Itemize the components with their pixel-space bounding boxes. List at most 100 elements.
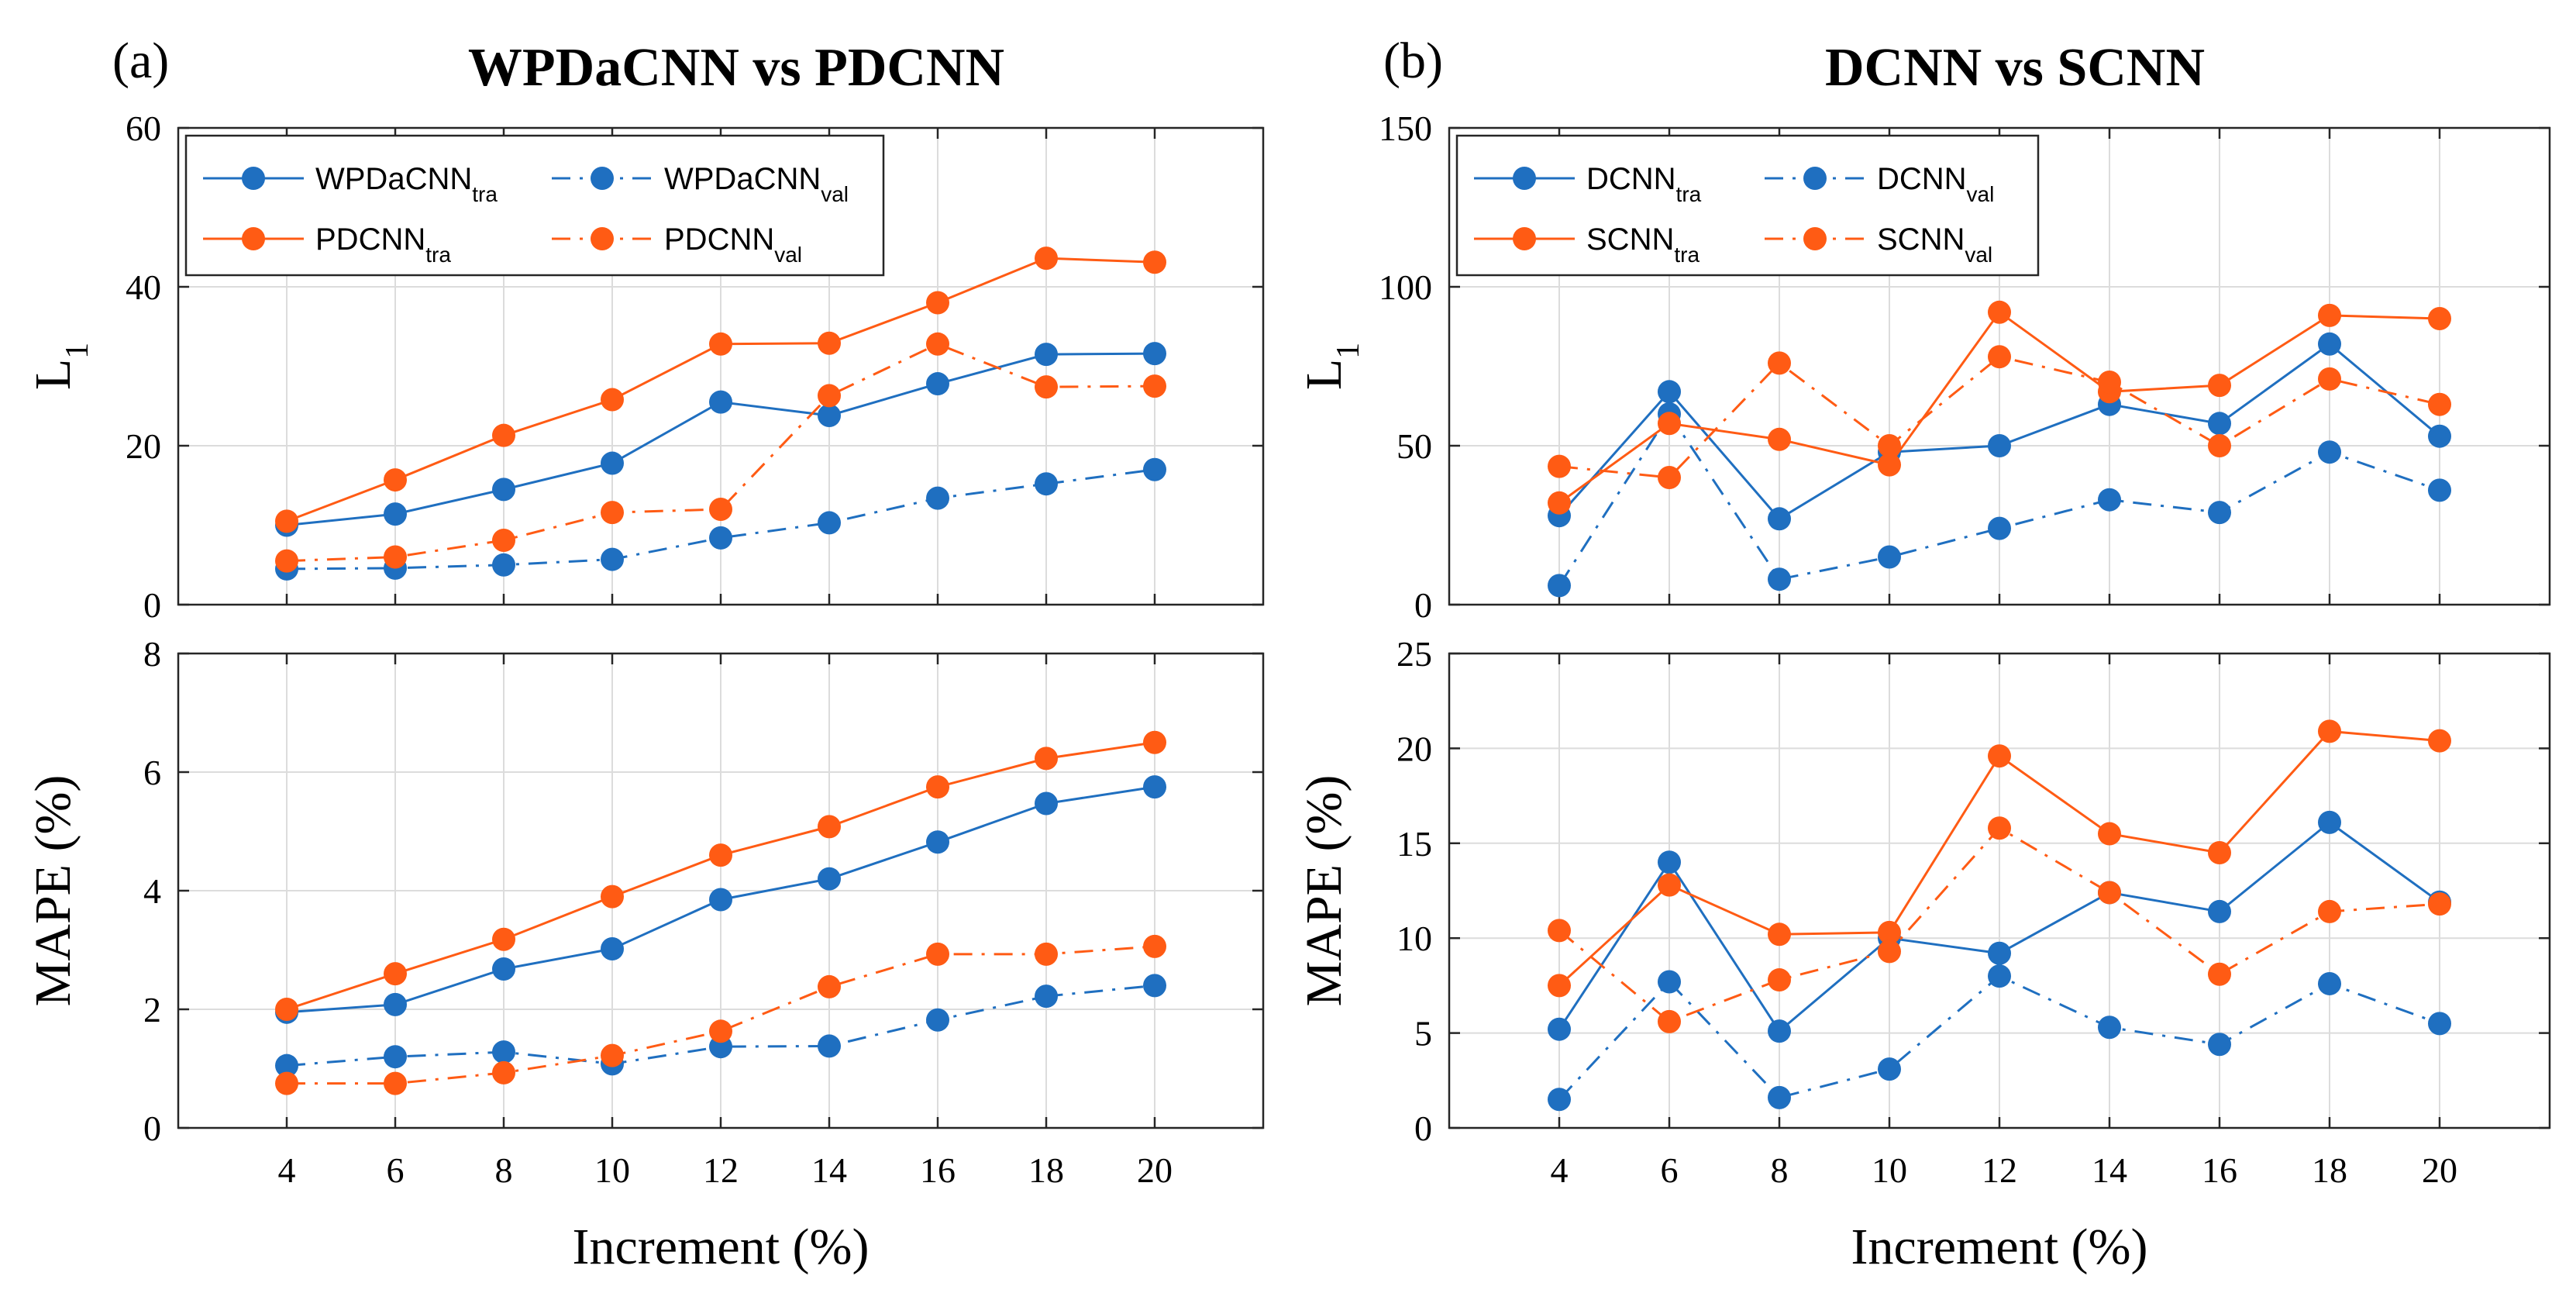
data-point — [601, 936, 624, 960]
y-tick-label: 150 — [1379, 109, 1432, 148]
series-line-DCNN-val — [1558, 412, 2440, 587]
data-point — [2318, 303, 2341, 327]
data-point — [818, 1034, 841, 1058]
y-tick-label: 10 — [1396, 919, 1432, 958]
data-point — [1768, 351, 1791, 375]
data-point — [2428, 424, 2451, 448]
series-line-WPDaCNN-val — [286, 984, 1155, 1067]
data-point — [2428, 478, 2451, 502]
data-point — [1878, 940, 1901, 964]
data-point — [601, 1043, 624, 1067]
data-point — [2428, 729, 2451, 753]
data-point — [709, 843, 732, 867]
data-point — [1768, 567, 1791, 591]
y-tick-label: 100 — [1379, 267, 1432, 307]
data-point — [492, 478, 515, 502]
data-point — [818, 815, 841, 839]
y-tick-label: 60 — [126, 109, 161, 148]
x-tick-label: 8 — [495, 1150, 513, 1190]
data-point — [2098, 488, 2121, 512]
data-point — [1143, 934, 1166, 958]
data-point — [601, 884, 624, 909]
data-point — [1143, 457, 1166, 481]
data-point — [709, 526, 732, 550]
data-point — [709, 332, 732, 356]
x-tick-label: 14 — [811, 1150, 847, 1190]
data-point — [926, 942, 949, 966]
data-point — [1988, 300, 2011, 324]
data-point — [709, 498, 732, 521]
data-point — [2208, 374, 2231, 398]
data-point — [709, 390, 732, 414]
legend-label-subscript: val — [821, 182, 849, 206]
data-point — [1548, 574, 1571, 598]
y-tick-label: 15 — [1396, 824, 1432, 864]
data-point — [275, 998, 298, 1021]
data-point — [709, 888, 732, 912]
x-tick-label: 18 — [1028, 1150, 1064, 1190]
data-point — [2208, 841, 2231, 865]
panel-title: DCNN vs SCNN — [1825, 38, 2205, 98]
data-point — [1768, 922, 1791, 947]
data-point — [1768, 1085, 1791, 1109]
data-point — [1878, 453, 1901, 477]
series-line-WPDaCNN-val — [286, 468, 1155, 571]
x-axis-label: Increment (%) — [1851, 1219, 2148, 1275]
data-point — [1768, 1019, 1791, 1043]
x-tick-label: 8 — [1771, 1150, 1789, 1190]
data-point — [1658, 466, 1681, 489]
data-point — [1988, 744, 2011, 768]
data-point — [818, 511, 841, 535]
y-tick-label: 20 — [126, 426, 161, 466]
data-point — [1548, 491, 1571, 515]
data-point — [2208, 962, 2231, 986]
data-point — [1878, 545, 1901, 569]
x-tick-label: 4 — [1551, 1150, 1569, 1190]
y-tick-label: 0 — [1414, 1109, 1432, 1148]
data-point — [2098, 1016, 2121, 1040]
data-point — [1035, 472, 1058, 496]
data-point — [1143, 974, 1166, 998]
legend-label-subscript: val — [1967, 182, 1995, 206]
data-point — [1658, 970, 1681, 994]
legend-marker — [591, 167, 614, 190]
data-point — [1035, 984, 1058, 1009]
y-tick-label: 25 — [1396, 634, 1432, 674]
x-tick-label: 12 — [703, 1150, 739, 1190]
y-axis-label-subscript: 1 — [60, 343, 95, 359]
data-point — [1143, 342, 1166, 366]
data-point — [2208, 899, 2231, 923]
data-point — [1143, 374, 1166, 398]
data-point — [1768, 968, 1791, 992]
y-tick-label: 5 — [1414, 1014, 1432, 1053]
data-point — [275, 1053, 298, 1078]
data-point — [1658, 873, 1681, 897]
y-tick-label: 0 — [143, 1109, 161, 1148]
x-tick-label: 4 — [278, 1150, 296, 1190]
data-point — [2318, 899, 2341, 923]
legend-box — [1455, 134, 2040, 277]
data-point — [1768, 507, 1791, 531]
legend-label-subscript: tra — [1676, 182, 1702, 206]
data-point — [492, 553, 515, 577]
data-point — [1035, 247, 1058, 271]
data-point — [492, 423, 515, 447]
data-point — [1548, 1017, 1571, 1041]
data-point — [384, 502, 407, 526]
data-point — [275, 549, 298, 573]
legend-box — [184, 134, 885, 277]
y-axis-label: L1 — [25, 343, 95, 390]
legend-marker — [242, 167, 265, 190]
data-point — [601, 501, 624, 525]
panel-label: (a) — [112, 33, 169, 89]
data-point — [818, 404, 841, 428]
data-point — [2098, 881, 2121, 905]
data-point — [1035, 343, 1058, 367]
data-point — [2318, 332, 2341, 356]
data-point — [2208, 412, 2231, 436]
data-point — [2318, 367, 2341, 391]
data-point — [1768, 427, 1791, 451]
legend-marker — [1513, 227, 1536, 250]
legend-marker — [1803, 227, 1827, 250]
legend-label-subscript: val — [774, 243, 802, 267]
